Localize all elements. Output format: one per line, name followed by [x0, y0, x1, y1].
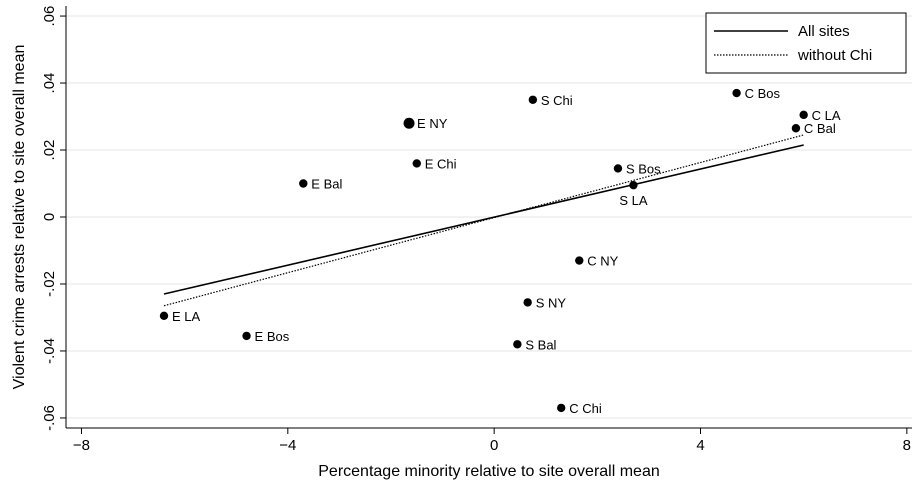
- data-point: [159, 311, 169, 321]
- fit-lines: [163, 134, 804, 307]
- data-point: [732, 88, 741, 98]
- point-label: C NY: [587, 254, 618, 269]
- point-label: C LA: [812, 108, 841, 123]
- fit-line-all-sites: [163, 144, 804, 295]
- data-points: E LA E Bos E Bal E NY E Chi S Chi S NY S Bal C C…: [159, 86, 841, 416]
- data-point: [791, 124, 801, 133]
- data-point: [523, 298, 532, 307]
- x-tick-label: 0: [490, 437, 498, 454]
- y-tick-label: -.06: [41, 405, 58, 431]
- data-point: [242, 331, 251, 341]
- data-point: [613, 164, 623, 173]
- point-label: S Bal: [525, 337, 556, 352]
- data-point: [629, 180, 638, 190]
- y-tick-label: 0: [41, 213, 58, 221]
- data-point: [513, 340, 522, 349]
- legend-label: All sites: [798, 23, 850, 40]
- y-tick-label: .02: [41, 140, 58, 161]
- fit-line-without-chi: [163, 134, 804, 307]
- legend: All sites without Chi: [705, 12, 907, 74]
- data-point: [528, 95, 538, 104]
- grid-lines: [66, 15, 912, 419]
- data-point: [799, 110, 808, 120]
- data-point: [412, 159, 421, 168]
- x-tick-label: 8: [903, 437, 911, 454]
- y-tick-label: -.02: [41, 271, 58, 297]
- x-axis-title: Percentage minority relative to site ove…: [318, 463, 660, 480]
- y-tick-label: .06: [41, 6, 58, 27]
- point-label: E Bal: [311, 177, 342, 192]
- data-point: [299, 179, 308, 188]
- y-tick-label: .04: [41, 73, 58, 94]
- data-point: [403, 117, 415, 129]
- point-label: E Chi: [425, 156, 457, 171]
- point-label: S Chi: [541, 93, 573, 108]
- legend-label: without Chi: [797, 47, 872, 64]
- point-label: C Bos: [745, 86, 781, 101]
- data-point: [557, 403, 566, 413]
- x-tick-label: 4: [696, 437, 704, 454]
- legend-box: [705, 12, 907, 74]
- data-point: [575, 256, 584, 265]
- point-label: C Bal: [804, 121, 836, 136]
- point-label: S Bos: [626, 161, 661, 176]
- tick-marks: -.06 -.04 -.02 0 .02 .04 .06 −8 −4 0 4 8: [41, 6, 911, 454]
- point-label: S NY: [536, 295, 567, 310]
- x-tick-label: −8: [73, 437, 90, 454]
- y-tick-label: -.04: [41, 338, 58, 364]
- point-label: E NY: [417, 116, 448, 131]
- point-label: E Bos: [255, 329, 290, 344]
- point-label: S LA: [619, 193, 648, 208]
- point-label: E LA: [172, 309, 201, 324]
- y-axis-title: Violent crime arrests relative to site o…: [11, 45, 28, 390]
- point-label: C Chi: [569, 401, 602, 416]
- x-tick-label: −4: [279, 437, 296, 454]
